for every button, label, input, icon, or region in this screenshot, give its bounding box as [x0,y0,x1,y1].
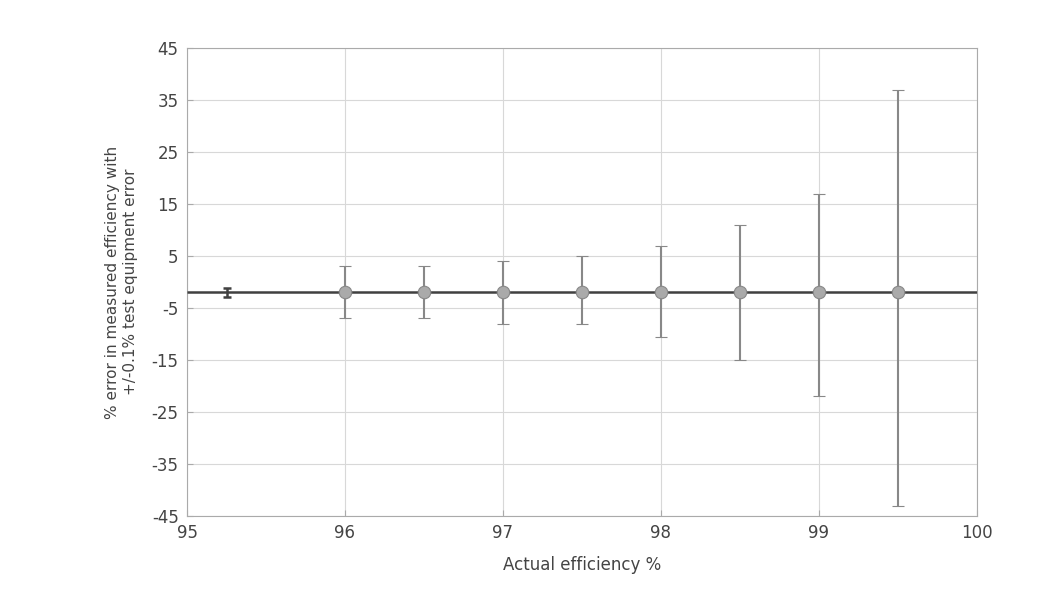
Y-axis label: % error in measured efficiency with
+/-0.1% test equipment error: % error in measured efficiency with +/-0… [105,145,138,419]
X-axis label: Actual efficiency %: Actual efficiency % [503,556,661,574]
